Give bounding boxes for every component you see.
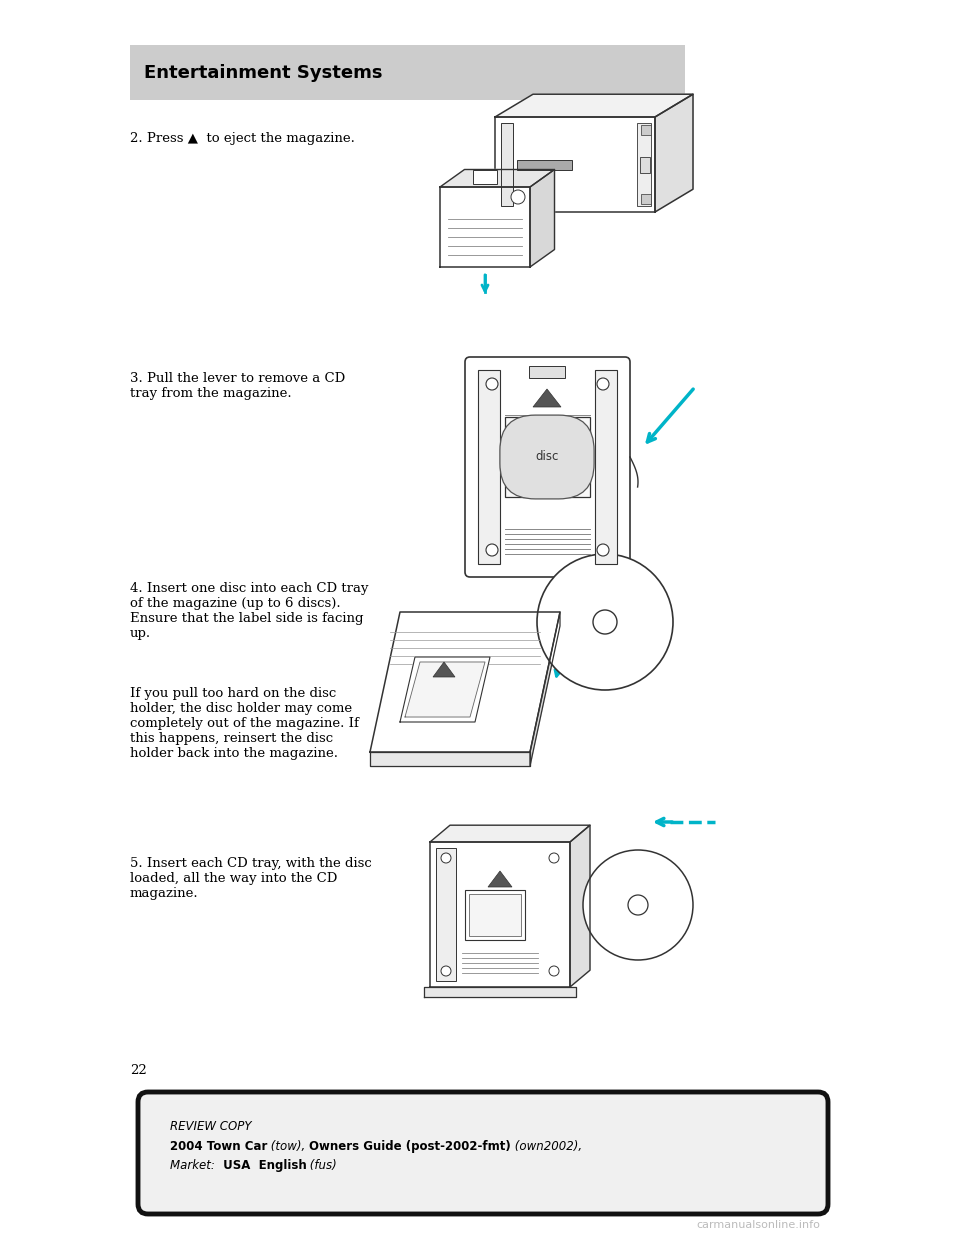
Circle shape	[441, 966, 451, 976]
Polygon shape	[440, 169, 555, 188]
Text: (fus): (fus)	[306, 1159, 337, 1172]
Polygon shape	[430, 842, 570, 987]
Circle shape	[549, 853, 559, 863]
Text: Market:: Market:	[170, 1159, 219, 1172]
Bar	[595, 370, 617, 564]
Polygon shape	[440, 188, 530, 267]
Bar	[130, 45, 685, 101]
Polygon shape	[370, 612, 560, 751]
Circle shape	[511, 190, 525, 204]
Circle shape	[486, 378, 498, 390]
Polygon shape	[400, 657, 490, 722]
Polygon shape	[405, 662, 485, 717]
Circle shape	[597, 544, 609, 556]
Text: carmanualsonline.info: carmanualsonline.info	[696, 1220, 820, 1230]
Bar	[436, 848, 456, 981]
Text: 3. Pull the lever to remove a CD
tray from the magazine.: 3. Pull the lever to remove a CD tray fr…	[130, 373, 346, 400]
Polygon shape	[570, 825, 590, 987]
Polygon shape	[488, 871, 512, 887]
Bar	[505, 417, 590, 497]
Bar	[641, 125, 651, 135]
Bar	[478, 370, 500, 564]
Text: Owners Guide (post-2002-fmt): Owners Guide (post-2002-fmt)	[309, 1140, 511, 1153]
Circle shape	[597, 378, 609, 390]
Bar	[469, 894, 521, 936]
Circle shape	[441, 853, 451, 863]
Bar	[501, 123, 513, 206]
Text: REVIEW COPY: REVIEW COPY	[170, 1120, 252, 1133]
Circle shape	[628, 895, 648, 915]
Text: (own2002),: (own2002),	[511, 1140, 583, 1153]
Text: 5. Insert each CD tray, with the disc
loaded, all the way into the CD
magazine.: 5. Insert each CD tray, with the disc lo…	[130, 857, 372, 900]
Bar	[517, 160, 572, 170]
Bar	[473, 170, 497, 184]
Polygon shape	[495, 94, 693, 117]
Circle shape	[593, 610, 617, 633]
Bar	[637, 123, 651, 206]
Text: If you pull too hard on the disc
holder, the disc holder may come
completely out: If you pull too hard on the disc holder,…	[130, 687, 359, 760]
FancyBboxPatch shape	[465, 356, 630, 578]
Bar	[529, 366, 565, 378]
FancyBboxPatch shape	[138, 1092, 828, 1213]
Text: (tow),: (tow),	[268, 1140, 309, 1153]
Bar	[640, 156, 650, 173]
Bar	[641, 194, 651, 204]
Polygon shape	[495, 117, 655, 212]
Circle shape	[486, 544, 498, 556]
Bar	[465, 891, 525, 940]
Text: Entertainment Systems: Entertainment Systems	[144, 63, 382, 82]
Text: USA  English: USA English	[219, 1159, 306, 1172]
Polygon shape	[430, 825, 590, 842]
Polygon shape	[424, 987, 576, 997]
Polygon shape	[533, 389, 561, 407]
Polygon shape	[530, 169, 555, 267]
Polygon shape	[370, 751, 530, 766]
Polygon shape	[530, 612, 560, 766]
Polygon shape	[433, 662, 455, 677]
Polygon shape	[655, 94, 693, 212]
Text: 2. Press ▲  to eject the magazine.: 2. Press ▲ to eject the magazine.	[130, 132, 355, 145]
Text: 22: 22	[130, 1064, 147, 1077]
Circle shape	[549, 966, 559, 976]
Text: 4. Insert one disc into each CD tray
of the magazine (up to 6 discs).
Ensure tha: 4. Insert one disc into each CD tray of …	[130, 582, 369, 640]
Circle shape	[583, 850, 693, 960]
Circle shape	[537, 554, 673, 691]
Text: 2004 Town Car: 2004 Town Car	[170, 1140, 268, 1153]
Text: disc: disc	[536, 451, 559, 463]
